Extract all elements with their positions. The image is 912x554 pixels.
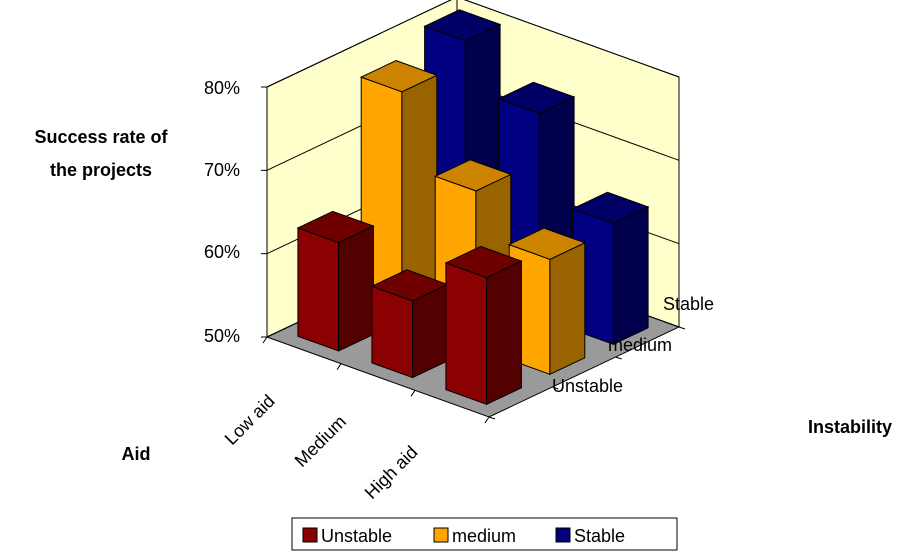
legend: Unstable medium Stable <box>291 517 678 551</box>
y-tick-label: 70% <box>204 160 240 180</box>
x-axis-title: Aid <box>122 444 151 464</box>
depth-tick-mark <box>678 326 686 330</box>
bar-front-face <box>297 227 340 352</box>
bar-top-face <box>433 159 513 192</box>
bar <box>370 269 449 379</box>
bar-top-face <box>423 9 502 42</box>
bar-top-face <box>571 191 650 224</box>
bar <box>296 210 375 352</box>
x-tick-label: Low aid <box>221 391 279 449</box>
bar-side-face <box>549 242 586 376</box>
x-tick-mark <box>336 363 342 370</box>
x-tick-label: High aid <box>361 442 422 503</box>
bar <box>444 245 523 406</box>
depth-tick-label: medium <box>608 335 672 355</box>
legend-label: Stable <box>574 526 625 546</box>
y-tick-label: 60% <box>204 242 240 262</box>
bar-top-face <box>497 81 576 114</box>
bars-group <box>296 9 650 406</box>
bar-front-face <box>371 285 414 379</box>
legend-swatch <box>555 527 571 543</box>
x-tick-mark <box>410 390 416 397</box>
x-tick-label: Medium <box>291 411 350 470</box>
bar-side-face <box>612 206 649 346</box>
depth-tick-label: Unstable <box>552 376 623 396</box>
y-tick-label: 80% <box>204 78 240 98</box>
bar-top-face <box>507 227 587 260</box>
bar-top-face <box>359 60 439 93</box>
legend-frame <box>291 517 678 551</box>
depth-tick-label: Stable <box>663 294 714 314</box>
depth-tick-mark <box>552 386 559 390</box>
bar-top-face <box>444 245 523 279</box>
bar-front-face <box>445 262 488 406</box>
legend-swatch <box>302 527 318 543</box>
legend-label: Unstable <box>321 526 392 546</box>
bar-top-face <box>296 210 375 244</box>
x-tick-mark <box>484 416 490 424</box>
legend-swatch <box>433 527 449 543</box>
y-axis-title-line-2: the projects <box>50 160 152 180</box>
bar-side-face <box>486 260 522 406</box>
depth-tick-mark <box>488 416 496 420</box>
y-axis-title-line-1: Success rate of <box>34 127 168 147</box>
y-tick-label: 50% <box>204 326 240 346</box>
legend-label: medium <box>452 526 516 546</box>
x-tick-mark <box>262 336 268 344</box>
bar-side-face <box>338 225 374 352</box>
depth-tick-mark <box>615 356 622 360</box>
gridline <box>266 0 680 88</box>
depth-axis-title: Instability <box>808 417 892 437</box>
